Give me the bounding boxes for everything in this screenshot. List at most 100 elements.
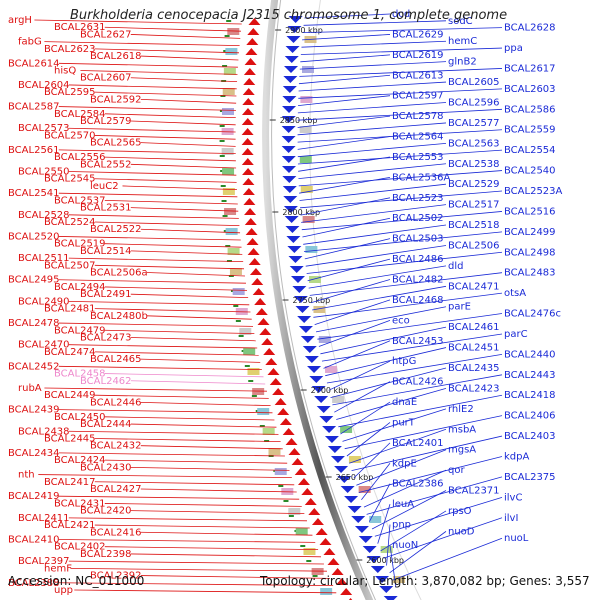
genome-title: Burkholderia cenocepacia J2315 chromosom… bbox=[70, 8, 508, 23]
reverse-gene-label: BCAL2506 bbox=[448, 240, 500, 251]
reverse-gene-label: BCAL2401 bbox=[392, 438, 444, 449]
gc-mark bbox=[306, 560, 312, 562]
forward-label-line bbox=[94, 481, 295, 486]
forward-label-line bbox=[104, 286, 248, 291]
forward-gene-category bbox=[221, 148, 234, 155]
reverse-gene-label: BCAL2564 bbox=[392, 132, 444, 143]
reverse-gene-label: BCAL2403 bbox=[504, 431, 556, 442]
reverse-label-line bbox=[313, 292, 503, 318]
forward-gene-arrow bbox=[319, 538, 332, 545]
forward-gene-label: hemF bbox=[44, 563, 72, 574]
reverse-label-line bbox=[356, 449, 447, 486]
forward-gene-label: BCAL2490 bbox=[18, 296, 70, 307]
forward-gene-label: BCAL2528 bbox=[18, 210, 70, 221]
reverse-label-line bbox=[318, 319, 391, 347]
forward-gene-label: BCAL2452 bbox=[8, 361, 60, 372]
reverse-gene-label: BCAL2406 bbox=[504, 411, 556, 422]
forward-gene-category bbox=[288, 508, 301, 515]
reverse-gene-arrow bbox=[337, 476, 352, 483]
gc-mark bbox=[235, 320, 241, 322]
reverse-gene-label: BCAL2586 bbox=[504, 104, 556, 115]
forward-gene-arrow bbox=[248, 258, 261, 265]
reverse-gene-arrow bbox=[285, 226, 300, 233]
forward-gene-arrow bbox=[323, 548, 336, 555]
forward-gene-arrow bbox=[242, 188, 255, 195]
reverse-label-line bbox=[315, 306, 447, 333]
forward-gene-arrow bbox=[340, 588, 353, 595]
forward-gene-category bbox=[222, 168, 235, 175]
forward-gene-arrow bbox=[269, 378, 282, 385]
reverse-label-line bbox=[314, 299, 391, 325]
reverse-gene-category bbox=[380, 546, 393, 553]
gc-mark bbox=[224, 35, 230, 37]
forward-gene-label: BCAL2507 bbox=[44, 260, 96, 271]
forward-label-line bbox=[146, 272, 245, 277]
forward-gene-label: BCAL2552 bbox=[80, 159, 132, 170]
reverse-gene-label: mgsA bbox=[448, 445, 476, 456]
reverse-gene-label: BCAL2628 bbox=[504, 23, 556, 34]
forward-gene-label: BCAL2449 bbox=[44, 390, 96, 401]
reverse-gene-label: BCAL2518 bbox=[448, 220, 500, 231]
reverse-gene-label: hemC bbox=[448, 36, 477, 47]
forward-gene-label: BCAL2592 bbox=[90, 94, 142, 105]
forward-gene-label: BCAL2410 bbox=[8, 534, 60, 545]
reverse-label-line bbox=[302, 27, 503, 33]
reverse-gene-label: purT bbox=[392, 417, 416, 428]
forward-label-line bbox=[130, 293, 249, 298]
forward-label-line bbox=[94, 438, 281, 442]
forward-gene-label: BCAL2427 bbox=[90, 484, 142, 495]
gc-mark bbox=[238, 335, 244, 337]
forward-gene-arrow bbox=[267, 368, 280, 375]
forward-gene-label: BCAL2565 bbox=[90, 138, 142, 149]
gc-mark bbox=[312, 575, 318, 577]
reverse-gene-category bbox=[340, 426, 353, 433]
reverse-label-line bbox=[297, 108, 503, 121]
forward-gene-label: nth bbox=[18, 470, 35, 481]
reverse-gene-label: BCAL2553 bbox=[392, 152, 444, 163]
reverse-label-line bbox=[300, 190, 503, 209]
reverse-label-line bbox=[368, 483, 391, 522]
reverse-gene-arrow bbox=[283, 196, 298, 203]
forward-gene-arrow bbox=[252, 288, 265, 295]
gc-mark bbox=[220, 185, 226, 187]
forward-label-line bbox=[58, 192, 238, 198]
forward-gene-label: BCAL2480b bbox=[90, 311, 148, 322]
reverse-gene-category bbox=[308, 276, 321, 283]
forward-gene-label: BCAL2627 bbox=[80, 29, 132, 40]
forward-label-line bbox=[74, 589, 337, 594]
reverse-label-line bbox=[299, 183, 447, 201]
reverse-gene-arrow bbox=[298, 326, 313, 333]
reverse-gene-arrow bbox=[322, 426, 337, 433]
forward-gene-arrow bbox=[327, 558, 340, 565]
forward-gene-category bbox=[225, 48, 238, 55]
reverse-gene-arrow bbox=[379, 586, 394, 593]
reverse-gene-arrow bbox=[316, 406, 331, 413]
reverse-gene-arrow bbox=[288, 16, 303, 23]
forward-gene-label: BCAL2398 bbox=[80, 549, 132, 560]
forward-label-line bbox=[44, 387, 267, 392]
forward-gene-category bbox=[229, 268, 242, 275]
reverse-gene-arrow bbox=[283, 76, 298, 83]
forward-gene-arrow bbox=[285, 438, 298, 445]
reverse-label-line bbox=[304, 13, 391, 19]
reverse-gene-arrow bbox=[307, 366, 322, 373]
reverse-gene-label: BCAL2498 bbox=[504, 247, 556, 258]
reverse-gene-label: BCAL2554 bbox=[504, 145, 556, 156]
reverse-label-line bbox=[342, 408, 447, 442]
reverse-gene-label: BCAL2468 bbox=[392, 295, 444, 306]
reverse-label-line bbox=[297, 142, 447, 158]
reverse-gene-label: BCAL2578 bbox=[392, 111, 444, 122]
topology-summary: Topology: circular; Length: 3,870,082 bp… bbox=[260, 574, 590, 588]
reverse-gene-label: BCAL2502 bbox=[392, 213, 444, 224]
forward-label-line bbox=[94, 351, 259, 356]
forward-gene-arrow bbox=[242, 88, 255, 95]
reverse-gene-arrow bbox=[362, 546, 377, 553]
forward-label-line bbox=[130, 207, 239, 212]
forward-gene-label: BCAL2458 bbox=[54, 369, 106, 380]
forward-gene-arrow bbox=[241, 158, 254, 165]
reverse-label-line bbox=[299, 68, 503, 77]
forward-label-line bbox=[58, 452, 285, 457]
reverse-label-line bbox=[309, 272, 503, 296]
forward-label-line bbox=[94, 264, 245, 270]
